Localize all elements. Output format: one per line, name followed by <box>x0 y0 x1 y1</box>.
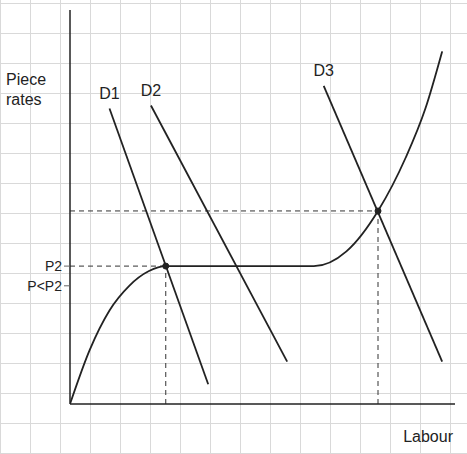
svg-text:D1: D1 <box>99 85 120 102</box>
svg-text:D3: D3 <box>313 62 334 79</box>
svg-text:Labour: Labour <box>403 428 453 445</box>
html-text:Piece rates: Piece rates <box>6 71 46 108</box>
svg-text:P<P2: P<P2 <box>27 278 62 294</box>
svg-text:P2: P2 <box>45 258 62 274</box>
svg-text:D2: D2 <box>141 82 162 99</box>
